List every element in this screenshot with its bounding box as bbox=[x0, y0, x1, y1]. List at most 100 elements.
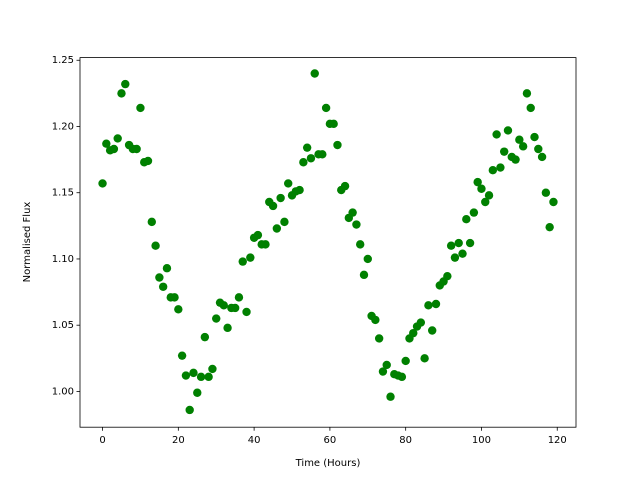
data-point bbox=[496, 163, 505, 172]
data-point bbox=[219, 301, 228, 310]
data-point bbox=[416, 318, 426, 327]
x-tick-label: 40 bbox=[248, 435, 261, 446]
data-point bbox=[420, 354, 429, 363]
data-point bbox=[450, 253, 460, 262]
data-point bbox=[318, 150, 327, 159]
data-point bbox=[503, 126, 513, 135]
data-point bbox=[177, 351, 187, 360]
data-point bbox=[143, 156, 153, 166]
data-point bbox=[397, 372, 407, 382]
data-point bbox=[174, 305, 183, 314]
data-point bbox=[545, 222, 554, 232]
axes-frame bbox=[79, 57, 577, 428]
data-point bbox=[401, 356, 410, 366]
data-point bbox=[204, 372, 213, 382]
data-point bbox=[363, 254, 372, 264]
data-point bbox=[488, 166, 498, 175]
data-point bbox=[359, 270, 369, 280]
data-point bbox=[200, 332, 210, 342]
data-point bbox=[541, 188, 551, 197]
data-point bbox=[374, 334, 384, 343]
data-point bbox=[132, 144, 141, 154]
data-point bbox=[431, 299, 441, 309]
data-point bbox=[446, 241, 456, 250]
data-point bbox=[272, 224, 282, 233]
data-point bbox=[473, 177, 482, 187]
data-point bbox=[530, 132, 539, 142]
data-point bbox=[185, 405, 194, 415]
data-point bbox=[189, 368, 198, 378]
data-point bbox=[469, 208, 479, 217]
data-point bbox=[499, 147, 509, 156]
data-point bbox=[310, 69, 319, 78]
data-point bbox=[242, 307, 251, 317]
data-point bbox=[443, 271, 452, 281]
data-point bbox=[477, 184, 486, 193]
data-point bbox=[234, 293, 244, 302]
data-point bbox=[299, 158, 308, 167]
data-point bbox=[511, 155, 520, 164]
data-point bbox=[454, 238, 463, 248]
data-point bbox=[522, 89, 532, 98]
data-point bbox=[238, 257, 247, 266]
data-point bbox=[181, 371, 191, 380]
y-axis-label: Normalised Flux bbox=[22, 202, 33, 283]
data-point bbox=[295, 185, 304, 195]
data-point bbox=[102, 139, 111, 148]
data-point bbox=[534, 144, 543, 154]
data-point bbox=[492, 130, 501, 139]
data-point bbox=[549, 197, 558, 207]
data-point bbox=[268, 201, 278, 211]
data-point bbox=[276, 193, 285, 203]
data-point bbox=[348, 208, 357, 217]
data-point bbox=[193, 388, 202, 397]
y-tick-label: 1.10 bbox=[52, 254, 74, 265]
x-tick-label: 0 bbox=[99, 435, 105, 446]
data-point bbox=[352, 220, 361, 229]
x-axis-label: Time (Hours) bbox=[295, 458, 361, 469]
data-point bbox=[113, 134, 122, 143]
data-point bbox=[230, 303, 240, 313]
data-point bbox=[409, 328, 418, 338]
data-point bbox=[382, 360, 391, 370]
data-point bbox=[208, 364, 217, 374]
data-point bbox=[261, 240, 270, 249]
y-tick-label: 1.25 bbox=[52, 55, 74, 66]
data-point bbox=[333, 140, 342, 150]
data-point bbox=[458, 249, 467, 258]
data-point bbox=[424, 301, 433, 310]
y-tick-label: 1.20 bbox=[52, 121, 74, 132]
data-point bbox=[378, 367, 388, 376]
x-tick-label: 60 bbox=[324, 435, 337, 446]
data-point bbox=[481, 197, 490, 207]
data-point bbox=[98, 179, 107, 188]
data-point bbox=[462, 215, 471, 224]
data-point bbox=[340, 181, 350, 191]
y-tick-label: 1.00 bbox=[52, 386, 74, 397]
y-tick-label: 1.05 bbox=[52, 320, 74, 331]
data-point bbox=[465, 238, 475, 248]
data-point bbox=[386, 392, 395, 401]
data-point bbox=[302, 143, 312, 152]
data-point bbox=[147, 217, 157, 227]
data-point bbox=[537, 152, 547, 162]
data-point bbox=[170, 293, 179, 302]
data-point bbox=[212, 314, 221, 323]
data-point bbox=[321, 103, 331, 113]
data-point bbox=[356, 240, 365, 249]
data-point bbox=[136, 103, 145, 113]
data-point bbox=[518, 142, 528, 151]
data-point bbox=[158, 282, 168, 291]
data-point bbox=[371, 315, 380, 325]
data-point bbox=[121, 79, 130, 89]
data-point bbox=[253, 230, 263, 240]
data-point bbox=[428, 326, 437, 335]
data-point bbox=[196, 372, 206, 382]
data-point bbox=[484, 191, 494, 200]
data-point bbox=[515, 135, 524, 144]
data-point bbox=[246, 253, 255, 262]
data-point bbox=[284, 179, 293, 188]
x-tick-label: 80 bbox=[399, 435, 412, 446]
